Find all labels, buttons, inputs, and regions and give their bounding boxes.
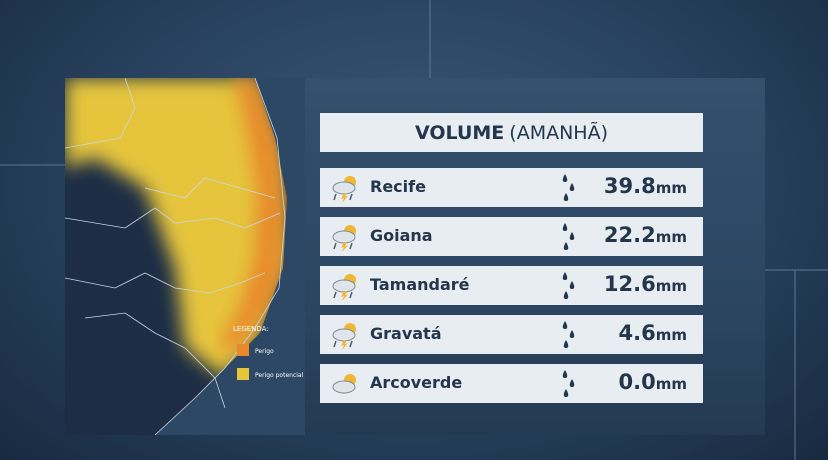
rain-drops-icon: [562, 321, 575, 348]
forecast-row: Gravatá 4.6mm: [320, 315, 703, 354]
weather-icon: [332, 225, 356, 252]
volume-value: 39.8: [603, 174, 656, 198]
volume-unit: mm: [655, 277, 687, 295]
forecast-row: Tamandaré 12.6mm: [320, 266, 703, 305]
weather-icon: [332, 374, 356, 394]
rain-drops-icon: [562, 370, 575, 397]
rain-volume: 12.6mm: [604, 272, 687, 296]
volume-unit: mm: [655, 228, 687, 246]
legend-swatch: [237, 368, 249, 380]
city-name: Goiana: [370, 226, 433, 245]
volume-unit: mm: [655, 179, 687, 197]
volume-value: 0.0: [618, 370, 656, 394]
legend-swatch: [237, 344, 249, 356]
panel: LEGENDA: Perigo Perigo potencial VOLUME …: [65, 78, 765, 435]
rain-volume: 0.0mm: [619, 370, 687, 394]
rain-volume: 22.2mm: [604, 223, 687, 247]
volume-unit: mm: [655, 375, 687, 393]
legend-label: Perigo: [255, 348, 274, 355]
weather-icon: [332, 176, 356, 203]
rain-volume: 4.6mm: [619, 321, 687, 345]
rain-volume: 39.8mm: [604, 174, 687, 198]
title: VOLUME: [415, 121, 505, 144]
city-name: Gravatá: [370, 324, 442, 343]
rain-drops-icon: [562, 272, 575, 299]
subtitle: (AMANHÃ): [509, 121, 608, 144]
volume-value: 12.6: [603, 272, 656, 296]
city-name: Tamandaré: [370, 275, 470, 294]
city-name: Recife: [370, 177, 426, 196]
forecast-row: Recife 39.8mm: [320, 168, 703, 207]
volume-unit: mm: [655, 326, 687, 344]
map: LEGENDA: Perigo Perigo potencial: [65, 78, 305, 435]
rain-drops-icon: [562, 174, 575, 201]
city-name: Arcoverde: [370, 373, 463, 392]
weather-icon: [332, 323, 356, 350]
title-box: VOLUME (AMANHÃ): [320, 113, 703, 152]
volume-value: 22.2: [603, 223, 656, 247]
weather-icon: [332, 274, 356, 301]
legend-title: LEGENDA:: [233, 325, 269, 333]
forecast-row: Goiana 22.2mm: [320, 217, 703, 256]
volume-value: 4.6: [618, 321, 656, 345]
legend-label: Perigo potencial: [255, 372, 304, 379]
forecast-row: Arcoverde 0.0mm: [320, 364, 703, 403]
rain-drops-icon: [562, 223, 575, 250]
